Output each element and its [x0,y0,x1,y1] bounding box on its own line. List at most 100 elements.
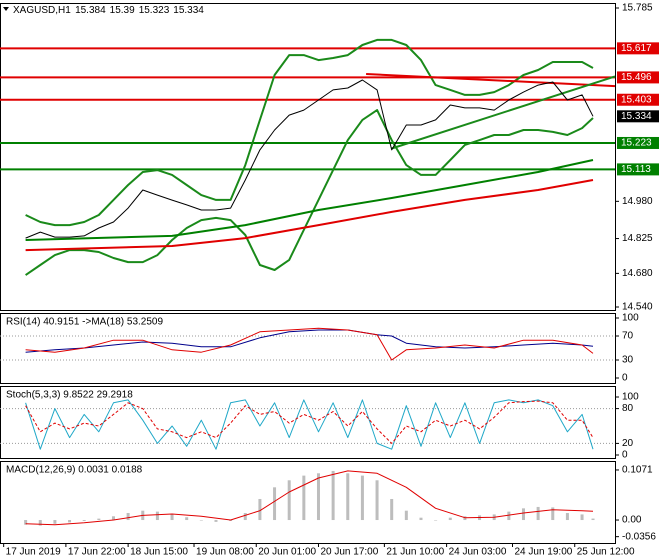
histogram-bar [155,511,159,521]
histogram-bar [521,508,525,521]
ohlc-value: 15.323 [139,5,170,16]
y-tick-label: 80 [622,403,634,414]
level-label: 15.496 [621,72,652,83]
histogram-bar [580,514,584,521]
level-label-box [617,71,659,84]
y-tick-label: 14.540 [622,302,653,313]
series-line [25,109,594,276]
series-line [25,470,594,526]
histogram-bar [331,470,335,521]
histogram-bar [243,513,247,521]
x-tick-label: 20 Jun 17:00 [320,547,378,558]
histogram-bar [346,473,350,521]
series-line [25,399,594,450]
histogram-bar [375,480,379,521]
histogram-bar [448,517,452,521]
histogram-bar [38,520,42,526]
histogram-bar [53,520,57,524]
histogram-bar [507,511,511,521]
histogram-bar [82,520,86,521]
ohlc-value: 15.384 [75,5,106,16]
series-line [25,38,594,227]
level-label-box [617,42,659,55]
histogram-bar [551,507,555,521]
level-label-box [617,163,659,176]
indicator-label: MACD(12,26,9) 0.0031 0.0188 [6,465,143,476]
series-line [25,327,594,361]
histogram-bar [316,473,320,521]
series-line [25,400,594,444]
histogram-bar [24,520,28,525]
y-tick-label: 14.980 [622,196,653,207]
indicator-label: Stoch(5,3,3) 9.8522 29.2918 [6,390,133,401]
panel-frame [0,386,616,459]
series-line [25,79,594,239]
series-line [25,329,594,353]
x-tick-label: 25 Jun 12:00 [577,547,635,558]
series-line [366,73,616,88]
last-price-box [617,110,659,123]
series-line [25,159,594,241]
histogram-bar [214,520,218,522]
ohlc-value: 15.39 [110,5,135,16]
histogram-bar [536,506,540,521]
x-tick-label: 18 Jun 15:00 [130,547,188,558]
histogram-bar [273,487,277,521]
y-tick-label: 70 [622,331,634,342]
y-tick-label: 0 [622,373,628,384]
histogram-bar [111,516,115,521]
y-tick-label: 15.785 [622,3,653,14]
histogram-bar [434,520,438,521]
level-label: 15.223 [621,138,652,149]
series-line [391,75,616,150]
indicator-label: RSI(14) 40.9151 ->MA(18) 53.2509 [6,317,163,328]
y-tick-label: -0.0356 [622,531,656,542]
histogram-bar [390,498,394,521]
y-tick-label: 0 [622,450,628,461]
x-tick-label: 21 Jun 10:00 [386,547,444,558]
histogram-bar [126,513,130,521]
level-label-box [617,136,659,149]
x-tick-label: 24 Jun 03:00 [449,547,507,558]
y-tick-label: 14.825 [622,233,653,244]
level-label-box [617,93,659,106]
panel-frame [0,461,616,544]
chart-title: XAGUSD,H1 [13,5,71,16]
y-tick-label: 30 [622,355,634,366]
menu-icon [3,7,9,11]
y-tick-label: 20 [622,438,634,449]
panel-frame [0,3,616,311]
x-tick-label: 20 Jun 01:00 [258,547,316,558]
histogram-bar [170,514,174,521]
histogram-bar [404,510,408,521]
histogram-bar [302,475,306,521]
panel-frame [0,313,616,384]
histogram-bar [419,517,423,521]
series-line [25,179,594,252]
x-tick-label: 17 Jun 22:00 [68,547,126,558]
y-tick-label: 100 [622,313,639,324]
histogram-bar [258,498,262,521]
y-tick-label: 0.1071 [622,465,653,476]
histogram-bar [68,520,72,523]
y-tick-label: 100 [622,392,639,403]
histogram-bar [287,480,291,521]
ohlc-value: 15.334 [173,5,204,16]
histogram-bar [199,520,203,521]
chart-header: XAGUSD,H1 15.384 15.39 15.323 15.334 [13,5,204,16]
histogram-bar [360,475,364,521]
x-tick-label: 19 Jun 08:00 [196,547,254,558]
y-tick-label: 14.680 [622,268,653,279]
last-price-label: 15.334 [621,111,652,122]
histogram-bar [185,517,189,521]
x-tick-label: 17 Jun 2019 [6,547,61,558]
level-label: 15.113 [621,164,651,175]
histogram-bar [591,518,595,521]
y-tick-label: 0.00 [622,515,642,526]
histogram-bar [97,518,101,521]
histogram-bar [565,513,569,521]
level-label: 15.617 [621,43,652,54]
